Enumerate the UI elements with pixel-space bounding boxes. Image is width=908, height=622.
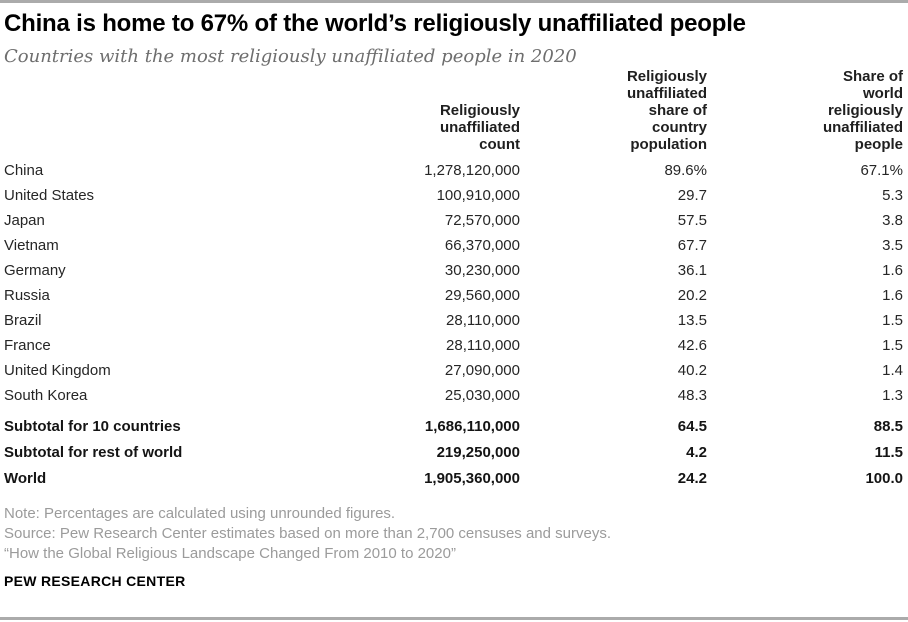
cell-country: South Korea: [4, 387, 88, 404]
figure-subtitle: Countries with the most religiously unaf…: [4, 46, 577, 67]
cell-share-country: 42.6: [677, 337, 707, 354]
cell-country: Subtotal for rest of world: [4, 443, 183, 461]
report-title-line: “How the Global Religious Landscape Chan…: [4, 545, 456, 562]
pew-research-center-wordmark: PEW RESEARCH CENTER: [4, 573, 186, 589]
cell-share-world: 100.0: [865, 469, 903, 487]
cell-country: France: [4, 337, 51, 354]
cell-share-country: 48.3: [677, 387, 707, 404]
cell-count: 28,110,000: [446, 312, 520, 329]
cell-share-world: 1.6: [882, 287, 903, 304]
cell-share-world: 1.4: [882, 362, 903, 379]
bottom-rule: [0, 617, 908, 620]
cell-count: 1,278,120,000: [424, 162, 520, 179]
top-rule: [0, 0, 908, 3]
figure: China is home to 67% of the world’s reli…: [4, 10, 903, 590]
table-row: Brazil 28,110,000 13.5 1.5: [4, 308, 903, 333]
cell-count: 27,090,000: [444, 362, 520, 379]
table-row: Russia 29,560,000 20.2 1.6: [4, 283, 903, 308]
cell-share-country: 40.2: [677, 362, 707, 379]
page-title: China is home to 67% of the world’s reli…: [4, 10, 746, 37]
cell-share-world: 1.5: [882, 337, 903, 354]
cell-share-world: 3.5: [882, 237, 903, 254]
cell-share-world: 88.5: [873, 417, 903, 435]
cell-share-world: 3.8: [882, 212, 903, 229]
table-body: China 1,278,120,000 89.6% 67.1% United State…: [4, 158, 903, 408]
footnotes: Note: Percentages are calculated using u…: [4, 504, 903, 564]
table-row: Germany 30,230,000 36.1 1.6: [4, 258, 903, 283]
cell-country: Brazil: [4, 312, 42, 329]
cell-country: United Kingdom: [4, 362, 111, 379]
cell-share-world: 1.3: [882, 387, 903, 404]
note-line: Note: Percentages are calculated using u…: [4, 505, 396, 522]
cell-country: World: [4, 469, 47, 487]
column-header-share-country: Religiously unaffiliated share of countr…: [626, 68, 707, 153]
table-header-row: Religiously unaffiliated count Religious…: [4, 68, 903, 158]
cell-share-country: 36.1: [677, 262, 707, 279]
cell-share-country: 89.6%: [664, 162, 707, 179]
table-row: Subtotal for 10 countries 1,686,110,000 64…: [4, 408, 903, 439]
table-row: South Korea 25,030,000 48.3 1.3: [4, 383, 903, 408]
cell-share-country: 20.2: [677, 287, 707, 304]
cell-country: Vietnam: [4, 237, 59, 254]
cell-country: Subtotal for 10 countries: [4, 417, 181, 435]
column-header-share-world: Share of world religiously unaffiliated …: [822, 68, 903, 153]
cell-share-country: 4.2: [686, 443, 707, 461]
cell-share-world: 67.1%: [860, 162, 903, 179]
column-header-count: Religiously unaffiliated count: [439, 102, 520, 153]
cell-share-world: 1.6: [882, 262, 903, 279]
cell-country: Japan: [4, 212, 45, 229]
cell-count: 28,110,000: [446, 337, 520, 354]
table-row: Japan 72,570,000 57.5 3.8: [4, 208, 903, 233]
cell-count: 1,686,110,000: [424, 417, 520, 435]
cell-count: 219,250,000: [436, 443, 520, 461]
cell-country: United States: [4, 187, 95, 204]
cell-share-country: 64.5: [677, 417, 707, 435]
table-row: France 28,110,000 42.6 1.5: [4, 333, 903, 358]
table-row: China 1,278,120,000 89.6% 67.1%: [4, 158, 903, 183]
cell-share-world: 11.5: [874, 443, 903, 461]
table-header: Religiously unaffiliated count Religious…: [4, 68, 903, 158]
table-row: United Kingdom 27,090,000 40.2 1.4: [4, 358, 903, 383]
cell-share-country: 13.5: [677, 312, 707, 329]
cell-country: Russia: [4, 287, 50, 304]
cell-share-world: 5.3: [882, 187, 903, 204]
cell-count: 66,370,000: [444, 237, 520, 254]
table-row: Vietnam 66,370,000 67.7 3.5: [4, 233, 903, 258]
cell-count: 1,905,360,000: [424, 469, 520, 487]
cell-country: China: [4, 162, 44, 179]
table-summary: Subtotal for 10 countries 1,686,110,000 64…: [4, 408, 903, 491]
table-row: United States 100,910,000 29.7 5.3: [4, 183, 903, 208]
table-row: Subtotal for rest of world 219,250,000 4.2…: [4, 439, 903, 465]
cell-share-country: 29.7: [677, 187, 707, 204]
cell-share-country: 67.7: [677, 237, 707, 254]
cell-count: 29,560,000: [444, 287, 520, 304]
cell-count: 100,910,000: [436, 187, 520, 204]
cell-share-country: 57.5: [677, 212, 707, 229]
column-header-country: [4, 68, 330, 158]
data-table: Religiously unaffiliated count Religious…: [4, 68, 903, 491]
cell-share-country: 24.2: [677, 469, 707, 487]
cell-count: 30,230,000: [444, 262, 520, 279]
cell-count: 25,030,000: [444, 387, 520, 404]
source-line: Source: Pew Research Center estimates ba…: [4, 525, 611, 542]
cell-share-world: 1.5: [882, 312, 903, 329]
table-row: World 1,905,360,000 24.2 100.0: [4, 465, 903, 491]
cell-count: 72,570,000: [444, 212, 520, 229]
cell-country: Germany: [4, 262, 66, 279]
